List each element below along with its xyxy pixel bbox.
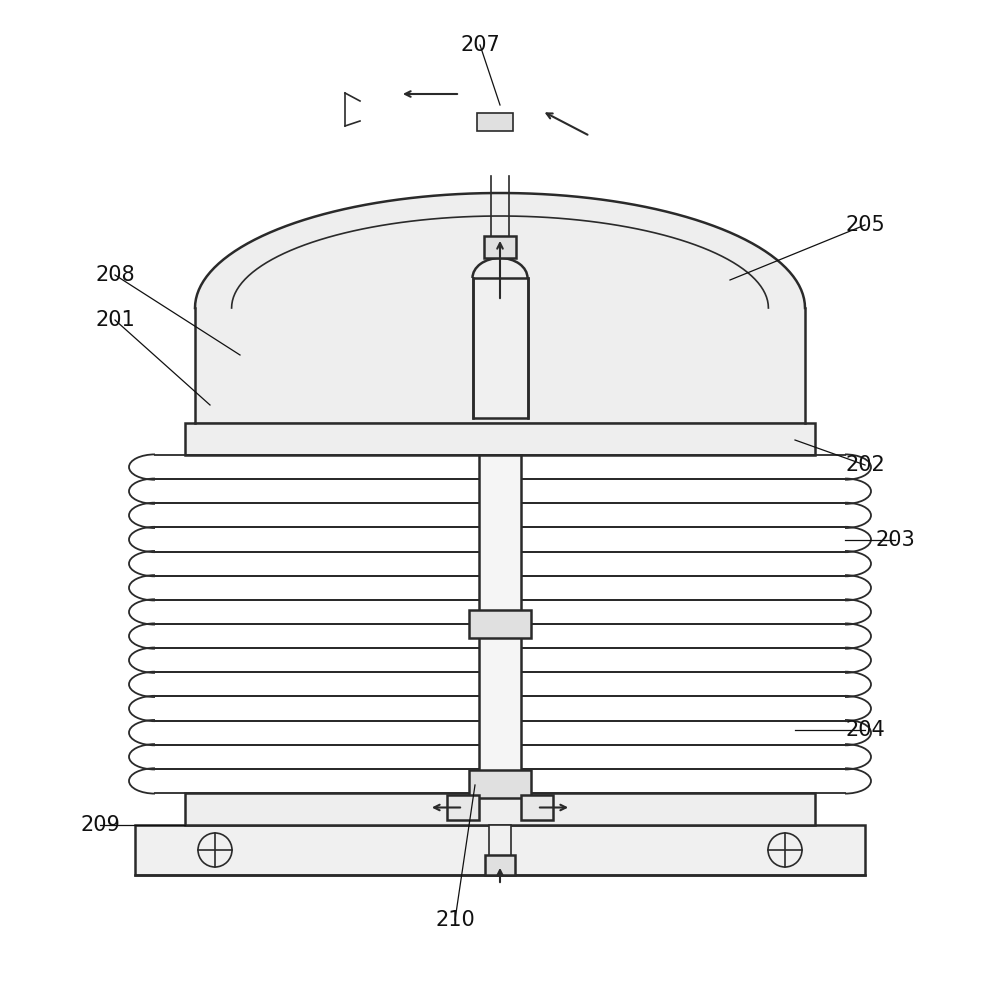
Bar (521, 795, 553, 820)
Bar (447, 795, 479, 820)
Bar (479, 455, 521, 793)
Text: 209: 209 (80, 815, 120, 835)
Bar (485, 855, 515, 875)
Bar (489, 825, 511, 867)
Bar (185, 793, 815, 825)
Bar (185, 423, 815, 455)
Bar (135, 825, 865, 875)
Text: 207: 207 (460, 35, 500, 55)
Text: 208: 208 (95, 265, 135, 285)
Text: 204: 204 (845, 720, 885, 740)
Polygon shape (195, 193, 805, 423)
Bar (484, 236, 516, 258)
Bar (477, 113, 513, 131)
Bar (473, 278, 528, 418)
Text: 203: 203 (875, 530, 915, 550)
Text: 202: 202 (845, 455, 885, 475)
Text: 210: 210 (435, 910, 475, 930)
Bar (469, 770, 531, 798)
Text: 205: 205 (845, 215, 885, 235)
Text: 201: 201 (95, 310, 135, 330)
Bar (469, 610, 531, 638)
